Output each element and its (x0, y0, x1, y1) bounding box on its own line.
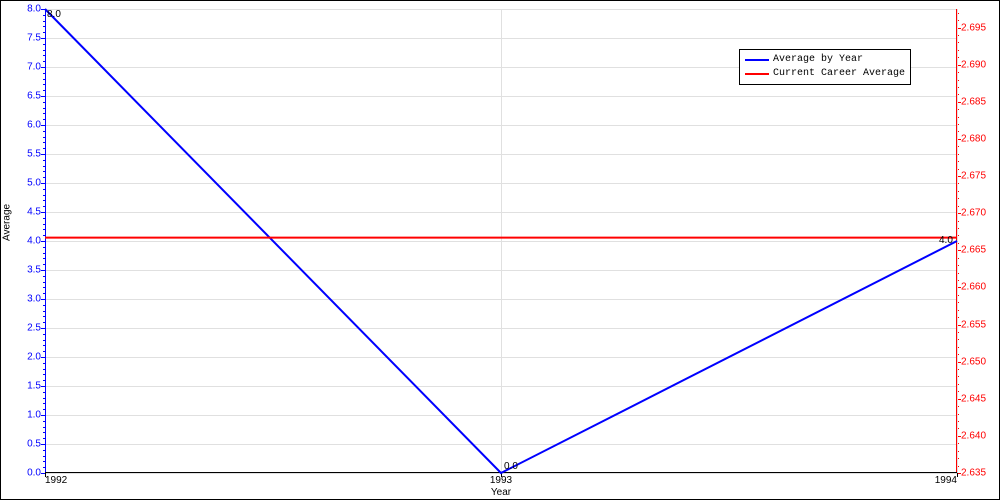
y2-tick-label: 2.675 (957, 171, 986, 182)
y2-tick-label: 2.640 (957, 430, 986, 441)
y2-tick-label: 2.690 (957, 59, 986, 70)
legend-label: Average by Year (773, 53, 863, 67)
legend-item: Current Career Average (745, 67, 905, 81)
x-axis-title: Year (491, 487, 511, 498)
data-point-label: 8.0 (47, 9, 61, 20)
legend-item: Average by Year (745, 53, 905, 67)
data-point-label: 4.0 (939, 235, 953, 246)
legend: Average by Year Current Career Average (739, 49, 911, 85)
y2-tick-label: 2.670 (957, 208, 986, 219)
y2-tick-label: 2.635 (957, 468, 986, 479)
y2-tick-label: 2.680 (957, 133, 986, 144)
x-tick-label: 1992 (45, 473, 67, 486)
y2-tick-label: 2.685 (957, 96, 986, 107)
y2-tick-label: 2.665 (957, 245, 986, 256)
y2-tick-label: 2.695 (957, 22, 986, 33)
legend-swatch-icon (745, 59, 769, 61)
y2-tick-label: 2.650 (957, 356, 986, 367)
x-tick-label: 1994 (935, 473, 957, 486)
y2-tick-label: 2.655 (957, 319, 986, 330)
legend-swatch-icon (745, 73, 769, 75)
y-axis-title: Average (2, 204, 13, 241)
data-point-label: 0.0 (504, 461, 518, 472)
chart-container: 0.00.51.01.52.02.53.03.54.04.55.05.56.06… (0, 0, 1000, 500)
y2-tick-label: 2.645 (957, 393, 986, 404)
y2-tick-label: 2.660 (957, 282, 986, 293)
legend-label: Current Career Average (773, 67, 905, 81)
